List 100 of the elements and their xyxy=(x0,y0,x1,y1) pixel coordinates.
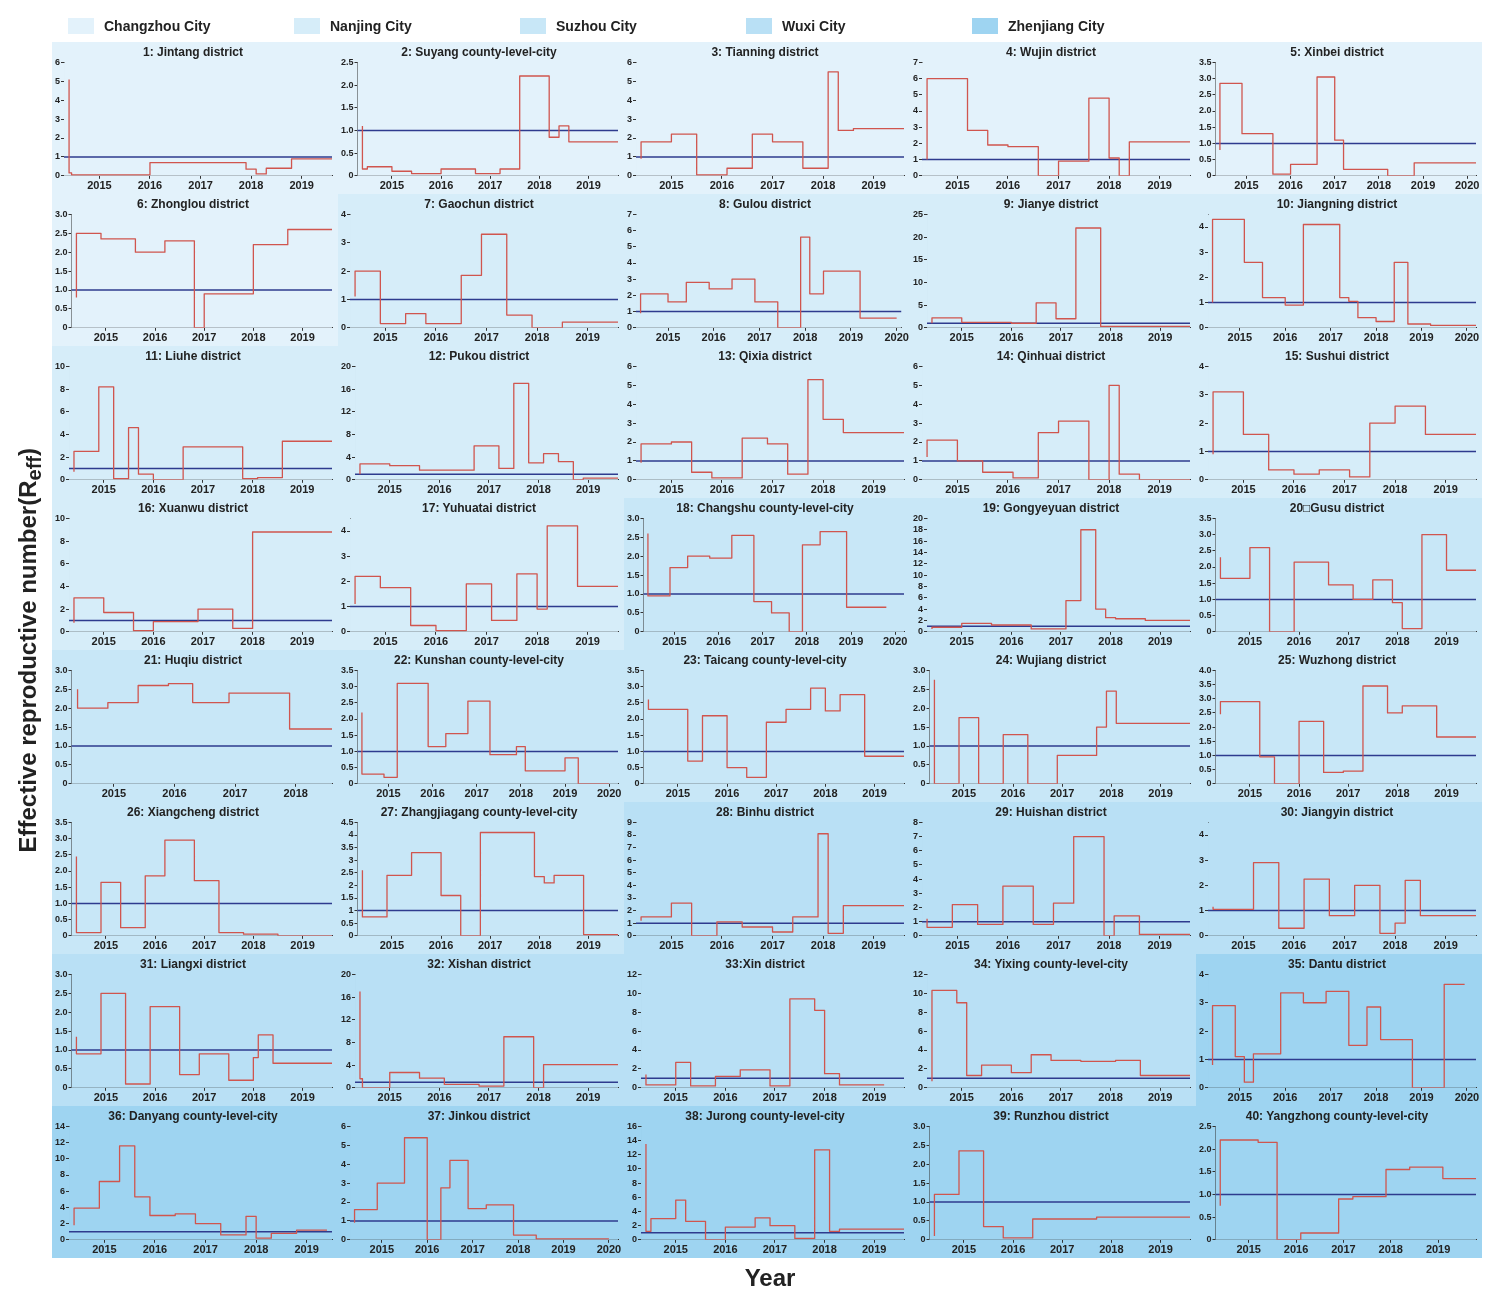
y-tick-label: 4 xyxy=(60,428,66,439)
y-tick-label: 2.0 xyxy=(341,79,354,90)
y-tick-label: 10 xyxy=(913,276,924,287)
y-tick-label: 6 xyxy=(918,1025,924,1036)
y-tick-label: 0 xyxy=(1198,1082,1205,1093)
chart-title: 7: Gaochun district xyxy=(424,196,534,211)
x-tick-label: 2019 xyxy=(1147,483,1172,496)
y-tick-label: 2 xyxy=(60,603,66,614)
y-tick-label: 0.5 xyxy=(55,1063,68,1074)
y-tick-label: 8 xyxy=(626,829,633,840)
y-tick-label: 3.5 xyxy=(1199,679,1212,690)
y-tick-label: 2.0 xyxy=(1199,561,1212,572)
y-tick-label: 0 xyxy=(348,930,354,941)
x-tick-label: 2018 xyxy=(241,939,266,952)
x-tick-label: 2015 xyxy=(377,483,402,496)
y-tick-label: 0.5 xyxy=(1199,1211,1212,1222)
y-tick-label: 4 xyxy=(912,105,919,116)
y-tick-label: 1.0 xyxy=(55,740,68,751)
y-tick-label: 0.5 xyxy=(913,1215,926,1226)
x-tick-label: 2017 xyxy=(191,1091,217,1104)
y-tick-label: 4 xyxy=(626,257,633,268)
x-tick-label: 2016 xyxy=(714,787,740,800)
y-tick-label: 0 xyxy=(62,322,68,333)
x-tick-label: 2015 xyxy=(663,1243,688,1256)
x-tick-label: 2015 xyxy=(1231,939,1256,952)
x-tick-label: 2017 xyxy=(1049,787,1075,800)
x-tick-label: 2016 xyxy=(141,635,166,648)
x-tick-label: 2017 xyxy=(1331,1243,1356,1256)
x-tick-label: 2016 xyxy=(713,1091,738,1104)
y-tick-label: 1 xyxy=(340,601,347,612)
x-tick-label: 2018 xyxy=(505,1243,531,1256)
y-tick-label: 5 xyxy=(626,867,633,878)
x-tick-label: 2017 xyxy=(1335,787,1361,800)
y-tick-label: 2 xyxy=(348,879,354,890)
y-tick-label: 0 xyxy=(348,778,354,789)
y-tick-label: 8 xyxy=(632,1177,638,1188)
text: Year xyxy=(743,1264,797,1292)
x-tick-label: 2015 xyxy=(101,787,127,800)
x-tick-label: 2018 xyxy=(1363,331,1389,344)
x-tick-label: 2018 xyxy=(810,179,836,192)
x-tick-label: 2018 xyxy=(813,787,838,800)
y-tick-label: 1 xyxy=(626,151,633,162)
chart-title: 36: Danyang county-level-city xyxy=(108,1108,279,1123)
y-tick-label: 0 xyxy=(1206,626,1212,637)
y-tick-label: 4 xyxy=(632,1205,638,1216)
x-tick-label: 2018 xyxy=(240,483,265,496)
chart-title: 34: Yixing county-level-city xyxy=(973,956,1129,971)
y-tick-label: 8 xyxy=(60,383,66,394)
x-tick-label: 2016 xyxy=(162,787,187,800)
x-tick-label: 2015 xyxy=(945,179,970,192)
y-tick-label: 0 xyxy=(1198,322,1205,333)
y-tick-label: 1 xyxy=(912,455,919,466)
y-tick-label: 6 xyxy=(912,73,919,84)
y-tick-label: 2 xyxy=(340,575,347,586)
y-tick-label: 2.5 xyxy=(341,697,354,708)
y-tick-label: 6 xyxy=(60,406,66,417)
y-tick-label: 1.5 xyxy=(341,102,354,113)
y-tick-label: 1 xyxy=(348,905,354,916)
x-tick-label: 2015 xyxy=(377,1091,402,1104)
y-tick-label: 0.5 xyxy=(341,147,354,158)
y-tick-label: 4 xyxy=(60,580,66,591)
chart-title: 16: Xuanwu district xyxy=(137,500,249,515)
y-tick-label: 8 xyxy=(632,1006,638,1017)
y-tick-label: 1 xyxy=(340,1215,347,1226)
y-tick-label: 0 xyxy=(62,1082,68,1093)
chart-title: 18: Changshu county-level-city xyxy=(676,500,855,515)
x-tick-label: 2019 xyxy=(1434,787,1459,800)
y-tick-label: 2 xyxy=(912,436,919,447)
x-tick-label: 2018 xyxy=(1096,939,1122,952)
x-tick-label: 2016 xyxy=(1283,1243,1309,1256)
x-tick-label: 2018 xyxy=(1385,635,1410,648)
y-tick-label: 2.0 xyxy=(55,702,68,713)
y-tick-label: 3 xyxy=(912,417,919,428)
x-tick-label: 2019 xyxy=(861,483,886,496)
x-tick-label: 2015 xyxy=(373,331,398,344)
x-tick-label: 2020 xyxy=(1454,1091,1480,1104)
x-tick-label: 2015 xyxy=(945,483,970,496)
chart-title: 17: Yuhuatai district xyxy=(422,500,536,515)
y-tick-label: 1.5 xyxy=(1199,577,1212,588)
chart-title: 37: Jinkou district xyxy=(427,1108,531,1123)
x-tick-label: 2019 xyxy=(575,483,601,496)
x-tick-label: 2017 xyxy=(763,787,789,800)
x-tick-label: 2018 xyxy=(1366,179,1392,192)
y-tick-label: 12 xyxy=(913,558,924,569)
x-tick-label: 2018 xyxy=(810,483,836,496)
y-tick-label: 5 xyxy=(340,1139,347,1150)
y-tick-label: 0 xyxy=(632,1234,638,1245)
y-tick-label: 0.5 xyxy=(627,762,640,773)
x-tick-label: 2016 xyxy=(1272,331,1298,344)
y-tick-label: 4 xyxy=(54,94,61,105)
y-tick-label: 1.5 xyxy=(341,729,354,740)
y-tick-label: 2.0 xyxy=(55,246,68,257)
y-tick-label: 2.0 xyxy=(627,550,640,561)
y-tick-label: 2.5 xyxy=(1199,545,1212,556)
y-tick-label: 10 xyxy=(55,512,66,523)
y-tick-label: 0 xyxy=(1198,474,1205,485)
x-tick-label: 2019 xyxy=(1147,1091,1173,1104)
y-tick-label: 10 xyxy=(55,360,66,371)
x-tick-label: 2019 xyxy=(1147,939,1172,952)
y-tick-label: 3 xyxy=(912,121,919,132)
